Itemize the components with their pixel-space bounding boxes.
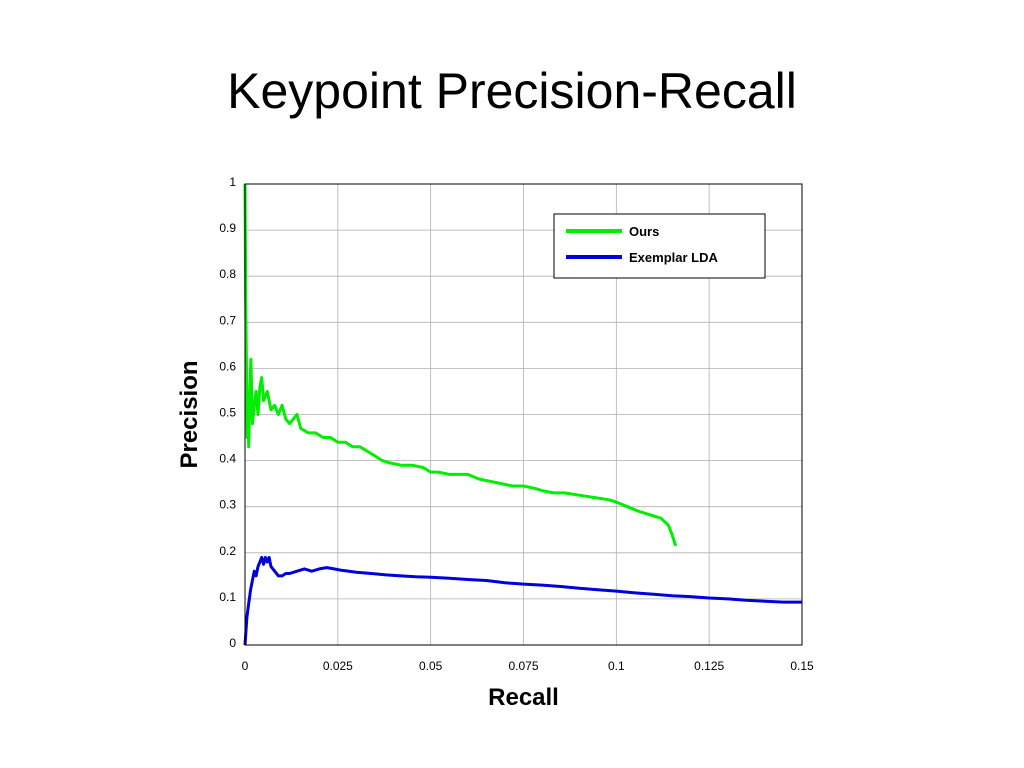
series-layer	[243, 183, 802, 646]
y-tick-label: 0	[229, 636, 236, 650]
y-tick-label: 0.1	[219, 590, 236, 604]
slide-title: Keypoint Precision-Recall	[227, 63, 797, 119]
y-tick-label: 0.8	[219, 267, 236, 281]
y-axis-label: Precision	[176, 360, 203, 468]
x-tick-label: 0	[242, 659, 249, 673]
x-tick-label: 0.15	[790, 659, 814, 673]
y-tick-label: 1	[229, 175, 236, 189]
x-tick-label: 0.05	[419, 659, 443, 673]
y-tick-label: 0.6	[219, 359, 236, 373]
y-tick-label: 0.3	[219, 498, 236, 512]
x-axis-label: Recall	[488, 684, 559, 711]
y-tick-label: 0.9	[219, 221, 236, 235]
legend: Ours Exemplar LDA	[553, 213, 766, 279]
y-tick-label: 0.4	[219, 452, 236, 466]
y-tick-label: 0.5	[219, 406, 236, 420]
x-tick-label: 0.1	[608, 659, 625, 673]
x-tick-label: 0.075	[508, 659, 538, 673]
y-tick-label: 0.2	[219, 544, 236, 558]
legend-label-exemplar-lda: Exemplar LDA	[629, 250, 718, 265]
series-line-exemplar-lda	[243, 555, 802, 646]
legend-box	[553, 213, 766, 279]
x-tick-label: 0.125	[694, 659, 724, 673]
y-tick-label: 0.7	[219, 313, 236, 327]
series-line-ours	[243, 183, 678, 547]
tick-labels: 0 0.025 0.05 0.075 0.1 0.125 0.15 0 0.1 0.2 0.3 0.4…	[219, 175, 814, 673]
plot-frame	[244, 183, 803, 646]
x-tick-label: 0.025	[323, 659, 353, 673]
legend-label-ours: Ours	[629, 224, 659, 239]
